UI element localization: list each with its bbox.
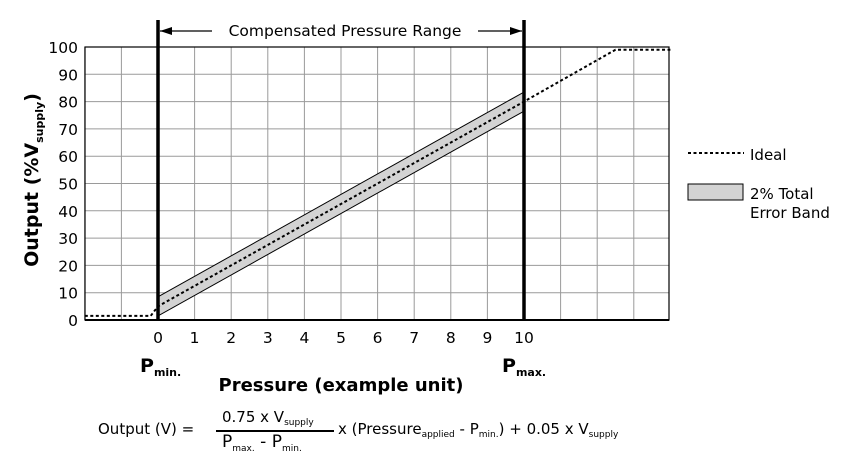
legend-band-label-line2: Error Band bbox=[750, 204, 830, 222]
y-tick-label: 30 bbox=[58, 230, 78, 248]
formula-mid-sub2: min. bbox=[478, 430, 499, 440]
formula-den-sub1: max. bbox=[232, 444, 255, 454]
formula-fraction-bar bbox=[216, 430, 334, 432]
plot-frame bbox=[84, 46, 670, 321]
y-tick-label: 50 bbox=[58, 176, 78, 194]
formula-mid-sub: applied bbox=[421, 430, 455, 440]
chart: 0 10 20 30 40 50 60 70 80 90 100 0 1 2 3 4 5 6 7 8 9 10 Comp… bbox=[21, 20, 830, 396]
x-tick-label: 7 bbox=[409, 329, 419, 347]
x-tick-label: 6 bbox=[373, 329, 383, 347]
formula-rhs: x (Pressureapplied - Pmin.) + 0.05 x Vsu… bbox=[338, 420, 619, 440]
formula-mid: x (Pressure bbox=[338, 420, 422, 438]
range-marker-lines bbox=[156, 20, 526, 320]
compensated-range-arrow: Compensated Pressure Range bbox=[160, 22, 522, 40]
formula-lhs: Output (V) = bbox=[98, 420, 195, 438]
y-tick-label: 60 bbox=[58, 148, 78, 166]
x-tick-label: 1 bbox=[190, 329, 200, 347]
y-tick-label: 40 bbox=[58, 203, 78, 221]
x-tick-label: 2 bbox=[226, 329, 236, 347]
formula-den-p2: P bbox=[271, 432, 282, 452]
formula-tail: ) + 0.05 x V bbox=[498, 420, 589, 438]
y-axis-label-sub: supply bbox=[33, 102, 46, 143]
x-tick-label: 8 bbox=[446, 329, 456, 347]
chart-title: Compensated Pressure Range bbox=[229, 22, 462, 40]
formula-tail-sub: supply bbox=[588, 430, 619, 440]
x-tick-label: 3 bbox=[263, 329, 273, 347]
y-tick-label: 100 bbox=[48, 39, 78, 57]
formula-numerator-sub: supply bbox=[284, 418, 314, 428]
formula-den-p1: P bbox=[222, 432, 233, 452]
formula-den-minus: - bbox=[254, 432, 272, 452]
legend-ideal-label: Ideal bbox=[750, 146, 787, 164]
y-tick-label: 90 bbox=[58, 66, 78, 84]
output-formula: Output (V) = 0.75 x Vsupply Pmax. - Pmin… bbox=[0, 404, 868, 464]
x-tick-labels: 0 1 2 3 4 5 6 7 8 9 10 bbox=[153, 329, 534, 347]
x-tick-label: 10 bbox=[514, 329, 534, 347]
y-tick-label: 70 bbox=[58, 121, 78, 139]
legend-band-swatch bbox=[687, 183, 744, 201]
legend-band-label-line1: 2% Total bbox=[750, 185, 814, 203]
formula-mid2: - P bbox=[454, 420, 479, 438]
range-marker-label: Pmax. bbox=[502, 355, 546, 379]
formula-numerator-text: 0.75 x V bbox=[222, 408, 285, 426]
y-tick-label: 10 bbox=[58, 285, 78, 303]
range-marker-label: Pmin. bbox=[140, 355, 181, 379]
range-marker-labels: Pmin. Pmax. bbox=[140, 355, 546, 379]
x-axis-label: Pressure (example unit) bbox=[219, 375, 464, 396]
y-tick-label: 0 bbox=[68, 312, 78, 330]
x-tick-label: 4 bbox=[299, 329, 309, 347]
y-axis-label: Output (%Vsupply) bbox=[21, 93, 46, 267]
y-axis-label-close: ) bbox=[21, 93, 43, 102]
x-tick-label: 5 bbox=[336, 329, 346, 347]
y-axis-label-main: Output (%V bbox=[21, 143, 43, 267]
ideal-line bbox=[84, 48, 671, 317]
x-tick-label: 9 bbox=[482, 329, 492, 347]
y-tick-labels: 0 10 20 30 40 50 60 70 80 90 100 bbox=[48, 39, 78, 330]
formula-denominator: Pmax. - Pmin. bbox=[222, 432, 302, 454]
x-tick-label: 0 bbox=[153, 329, 163, 347]
formula-den-sub2: min. bbox=[281, 444, 302, 454]
legend: Ideal 2% Total Error Band bbox=[687, 146, 830, 222]
formula-numerator: 0.75 x Vsupply bbox=[222, 408, 314, 428]
y-tick-label: 20 bbox=[58, 257, 78, 275]
y-tick-label: 80 bbox=[58, 94, 78, 112]
